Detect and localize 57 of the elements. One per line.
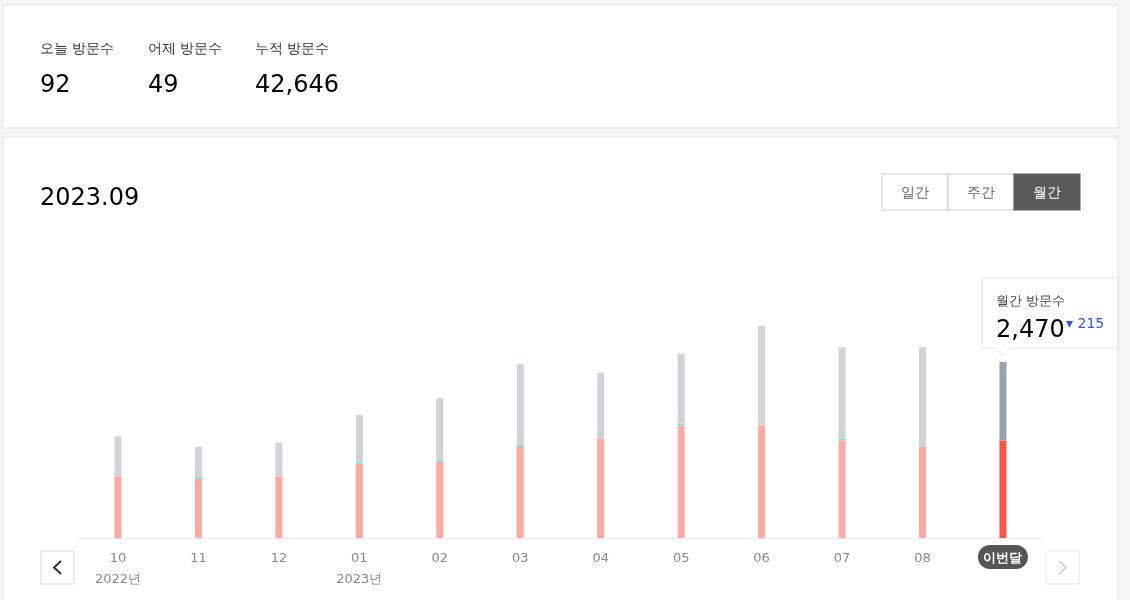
bar — [194, 476, 202, 479]
bar — [194, 478, 202, 538]
bar — [355, 415, 363, 462]
text: 월간 — [1033, 184, 1061, 200]
bar — [516, 446, 524, 538]
x-tick-label: 12 — [270, 550, 288, 565]
bar — [677, 423, 685, 426]
bar — [758, 326, 766, 426]
annotation: 2,470 — [996, 315, 1065, 343]
bar — [838, 347, 846, 439]
text: 일간 — [901, 184, 929, 200]
bar — [838, 438, 846, 441]
text: 2022년 — [94, 571, 142, 586]
bar — [194, 446, 202, 477]
bar — [114, 436, 122, 477]
text: ▾ 215 — [1066, 315, 1105, 331]
bar — [436, 461, 444, 538]
bar — [114, 476, 122, 538]
text: 92 — [40, 70, 71, 98]
bar — [355, 463, 363, 538]
bar — [677, 353, 685, 424]
x-tick-label: 05 — [672, 550, 690, 565]
bar — [516, 364, 524, 445]
text: 오늘 방문수 — [40, 40, 115, 56]
bar — [275, 442, 283, 477]
bar — [919, 347, 926, 447]
x-tick-label: 08 — [914, 550, 931, 565]
x-tick-label: 06 — [753, 550, 770, 565]
text: 누적 방문수 — [255, 40, 330, 56]
x-tick-label: 07 — [833, 550, 851, 565]
bar — [275, 476, 283, 538]
x-tick-label: 11 — [190, 550, 207, 565]
text: 2023년 — [336, 571, 383, 586]
text: 어제 방문수 — [148, 40, 223, 56]
x-tick-label: 01 — [351, 550, 368, 565]
x-tick-label: 03 — [511, 550, 529, 565]
x-tick-label: 04 — [592, 550, 609, 565]
bar — [999, 440, 1007, 538]
bar — [436, 459, 444, 462]
text: 49 — [148, 70, 179, 98]
text: 주간 — [967, 184, 995, 200]
x-tick-label: 02 — [431, 550, 449, 565]
x-tick-label: 10 — [109, 550, 127, 565]
bar — [838, 440, 846, 538]
bar — [597, 372, 605, 439]
bar — [758, 425, 766, 538]
bar — [999, 362, 1007, 441]
chart-title: 2023.09 — [40, 183, 140, 211]
bar — [355, 461, 363, 464]
x-tick-label: 이번달 — [983, 550, 1023, 565]
bar — [597, 438, 605, 538]
text: 42,646 — [255, 70, 339, 98]
bar — [919, 446, 926, 538]
bar — [677, 425, 685, 538]
text: 월간 방문수 — [996, 293, 1066, 308]
bar — [436, 398, 444, 460]
bar — [516, 444, 524, 447]
